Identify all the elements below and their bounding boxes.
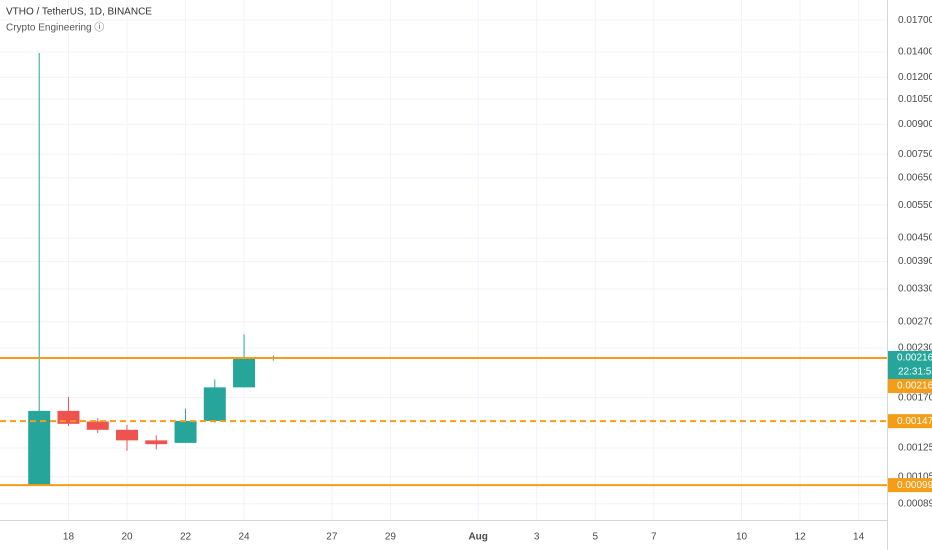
x-tick-label: 10 bbox=[736, 532, 748, 543]
last-price-badge bbox=[888, 350, 932, 365]
x-tick-label: 7 bbox=[651, 532, 657, 543]
last-price-label: 0.002165 bbox=[897, 353, 932, 364]
x-tick-label: 12 bbox=[795, 532, 807, 543]
indicator-name: Crypto Engineering ⓘ bbox=[6, 22, 104, 34]
level-label: 0.000997 bbox=[897, 480, 932, 491]
x-tick-label: 27 bbox=[326, 532, 338, 543]
candle-body bbox=[86, 421, 109, 430]
candle-body bbox=[233, 357, 256, 388]
level-label: 0.002165 bbox=[897, 381, 932, 392]
candle-body bbox=[116, 429, 139, 441]
level-badge bbox=[888, 414, 932, 429]
y-tick-label: 0.000890 bbox=[898, 498, 932, 509]
x-tick-label: 5 bbox=[592, 532, 598, 543]
x-tick-label: 3 bbox=[534, 532, 540, 543]
candle-body bbox=[174, 420, 197, 443]
countdown-label: 22:31:53 bbox=[898, 367, 932, 378]
level-badge bbox=[888, 378, 932, 393]
candle-body bbox=[203, 387, 226, 421]
candle-body bbox=[145, 440, 168, 445]
x-tick-label: 22 bbox=[180, 532, 192, 543]
level-badge bbox=[888, 478, 932, 493]
x-tick-label: 14 bbox=[853, 532, 865, 543]
x-tick-label: 18 bbox=[63, 532, 75, 543]
countdown-badge bbox=[888, 364, 932, 379]
candle-body bbox=[28, 410, 51, 486]
x-tick-label: Aug bbox=[468, 532, 487, 543]
x-tick-label: 24 bbox=[239, 532, 251, 543]
x-tick-label: 29 bbox=[385, 532, 397, 543]
chart-title: VTHO / TetherUS, 1D, BINANCE bbox=[6, 7, 152, 18]
level-label: 0.001473 bbox=[897, 416, 932, 427]
x-tick-label: 20 bbox=[121, 532, 133, 543]
